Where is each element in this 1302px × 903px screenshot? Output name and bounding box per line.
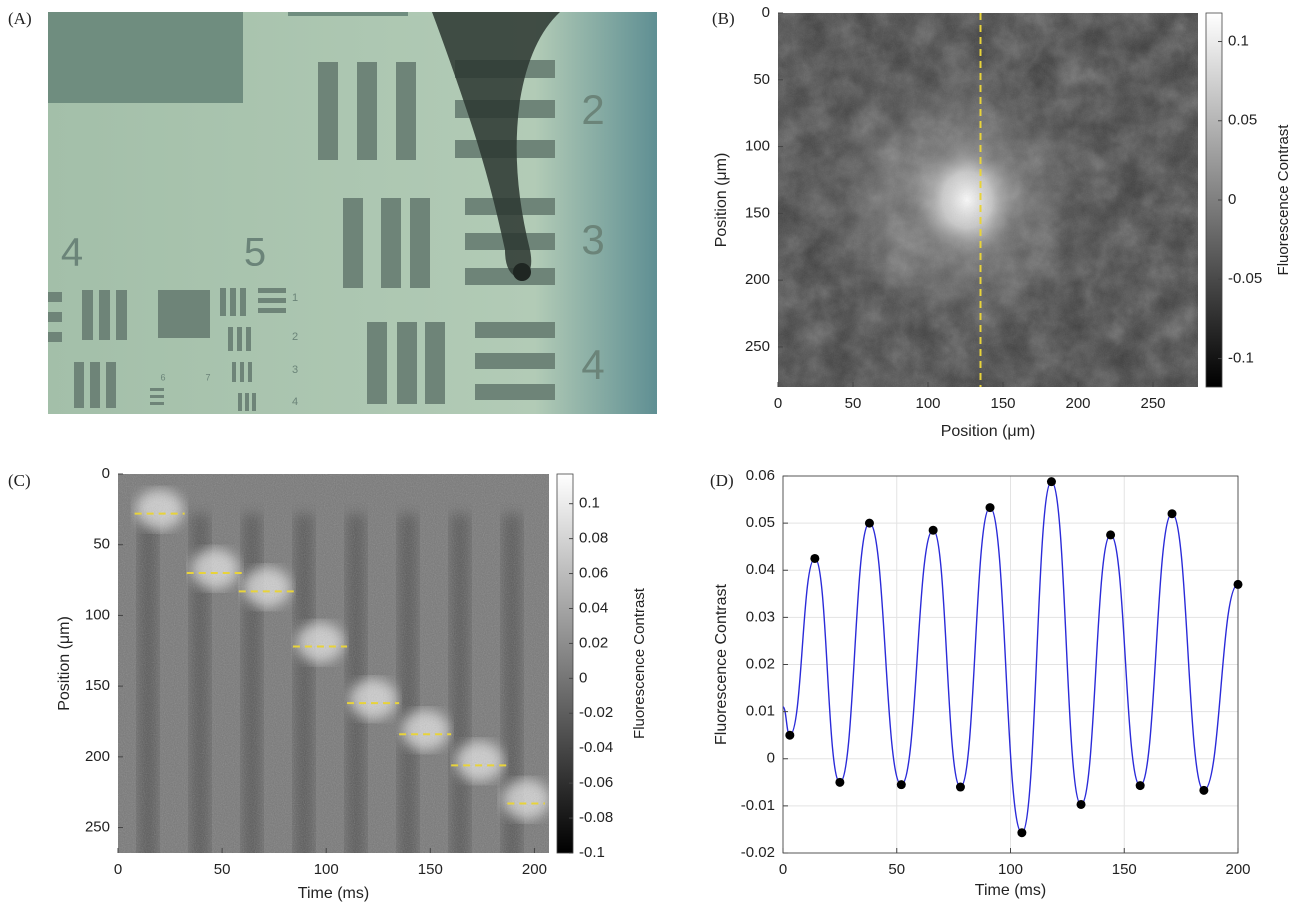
target-number: 3	[292, 364, 298, 376]
y-tick-label: 100	[745, 138, 770, 155]
y-tick-label: 200	[745, 271, 770, 288]
colorbar-tick-label: 0.04	[579, 599, 608, 616]
colorbar-tick-label: -0.1	[1228, 349, 1254, 366]
x-axis-label: Time (ms)	[975, 882, 1046, 899]
x-tick-label: 250	[1140, 395, 1165, 412]
point	[897, 780, 906, 789]
y-tick-label: 50	[753, 71, 770, 88]
colorbar	[557, 474, 573, 853]
point	[1077, 800, 1086, 809]
x-tick-label: 150	[990, 395, 1015, 412]
x-tick-label: 100	[915, 395, 940, 412]
point	[785, 731, 794, 740]
y-tick-label: 250	[85, 819, 110, 836]
x-tick-label: 200	[1065, 395, 1090, 412]
y-tick-label: -0.02	[741, 844, 775, 861]
panel-label: (A)	[8, 9, 32, 28]
colorbar-tick-label: -0.08	[579, 809, 613, 826]
point	[986, 503, 995, 512]
heatmap-grain	[118, 474, 549, 853]
colorbar-tick-label: 0.08	[579, 530, 608, 547]
target-number: 2	[292, 331, 298, 343]
y-tick-label: 0.06	[746, 467, 775, 484]
x-tick-label: 200	[1225, 861, 1250, 878]
point	[1136, 781, 1145, 790]
target-number: 7	[205, 372, 210, 382]
x-tick-label: 0	[774, 395, 782, 412]
x-tick-label: 50	[214, 861, 231, 878]
panel-label: (D)	[710, 471, 734, 490]
point	[1168, 509, 1177, 518]
x-tick-label: 150	[418, 861, 443, 878]
colorbar-tick-label: -0.05	[1228, 270, 1262, 287]
point	[1047, 477, 1056, 486]
point	[956, 783, 965, 792]
y-tick-label: 0.02	[746, 655, 775, 672]
x-tick-label: 200	[522, 861, 547, 878]
colorbar-tick-label: 0	[579, 669, 587, 686]
colorbar-tick-label: 0.06	[579, 565, 608, 582]
y-tick-label: 0.05	[746, 514, 775, 531]
target-number: 4	[581, 341, 604, 388]
y-tick-label: 0	[102, 465, 110, 482]
y-tick-label: 0	[762, 4, 770, 21]
colorbar-tick-label: -0.06	[579, 774, 613, 791]
target-number: 2	[581, 86, 604, 133]
colorbar-tick-label: 0.1	[579, 495, 600, 512]
x-tick-label: 0	[779, 861, 787, 878]
x-tick-label: 0	[114, 861, 122, 878]
figure: (A) 4 5 2 3 4 1 2 3 4 6 7 (B) -0.1 -0.05 0 0.05 0.1 Fluore…	[0, 0, 1302, 903]
y-tick-label: 150	[745, 204, 770, 221]
target-number: 1	[292, 292, 298, 304]
heatmap	[118, 474, 550, 893]
target-number: 3	[581, 216, 604, 263]
y-tick-label: 250	[745, 338, 770, 355]
colorbar-label: Fluorescence Contrast	[631, 587, 648, 739]
colorbar-tick-label: 0.05	[1228, 112, 1257, 129]
colorbar-tick-label: -0.1	[579, 844, 605, 861]
colorbar-tick-label: 0.1	[1228, 32, 1249, 49]
y-tick-label: 100	[85, 606, 110, 623]
colorbar-tick-label: -0.02	[579, 704, 613, 721]
colorbar-tick-label: -0.04	[579, 739, 613, 756]
target-number: 6	[160, 372, 165, 382]
y-axis-label: Fluorescence Contrast	[713, 583, 730, 745]
point	[1106, 530, 1115, 539]
y-tick-label: 150	[85, 677, 110, 694]
panel-label: (C)	[8, 471, 31, 490]
x-axis-label: Time (ms)	[298, 885, 369, 902]
y-tick-label: 200	[85, 748, 110, 765]
y-tick-label: 0	[767, 750, 775, 767]
y-tick-label: 0.01	[746, 703, 775, 720]
target-number: 5	[244, 231, 266, 275]
point	[810, 554, 819, 563]
target-number: 4	[292, 396, 298, 408]
point	[929, 526, 938, 535]
point	[865, 519, 874, 528]
y-tick-label: 0.04	[746, 561, 775, 578]
y-tick-label: 50	[93, 536, 110, 553]
x-axis-label: Position (μm)	[941, 423, 1036, 440]
y-axis-label: Position (μm)	[56, 616, 73, 711]
x-tick-label: 150	[1112, 861, 1137, 878]
point	[835, 778, 844, 787]
heatmap	[778, 13, 1198, 387]
target-number: 4	[61, 231, 83, 275]
point	[1017, 828, 1026, 837]
colorbar-label: Fluorescence Contrast	[1275, 124, 1292, 276]
point	[1199, 786, 1208, 795]
heatmap-grain	[778, 13, 1198, 387]
x-tick-label: 50	[888, 861, 905, 878]
y-tick-label: -0.01	[741, 797, 775, 814]
x-tick-label: 100	[314, 861, 339, 878]
colorbar-tick-label: 0	[1228, 191, 1236, 208]
point	[1234, 580, 1243, 589]
colorbar-tick-label: 0.02	[579, 634, 608, 651]
y-tick-label: 0.03	[746, 608, 775, 625]
photo	[48, 12, 657, 414]
panel-label: (B)	[712, 9, 735, 28]
y-axis-label: Position (μm)	[713, 153, 730, 248]
x-tick-label: 50	[845, 395, 862, 412]
x-tick-label: 100	[998, 861, 1023, 878]
